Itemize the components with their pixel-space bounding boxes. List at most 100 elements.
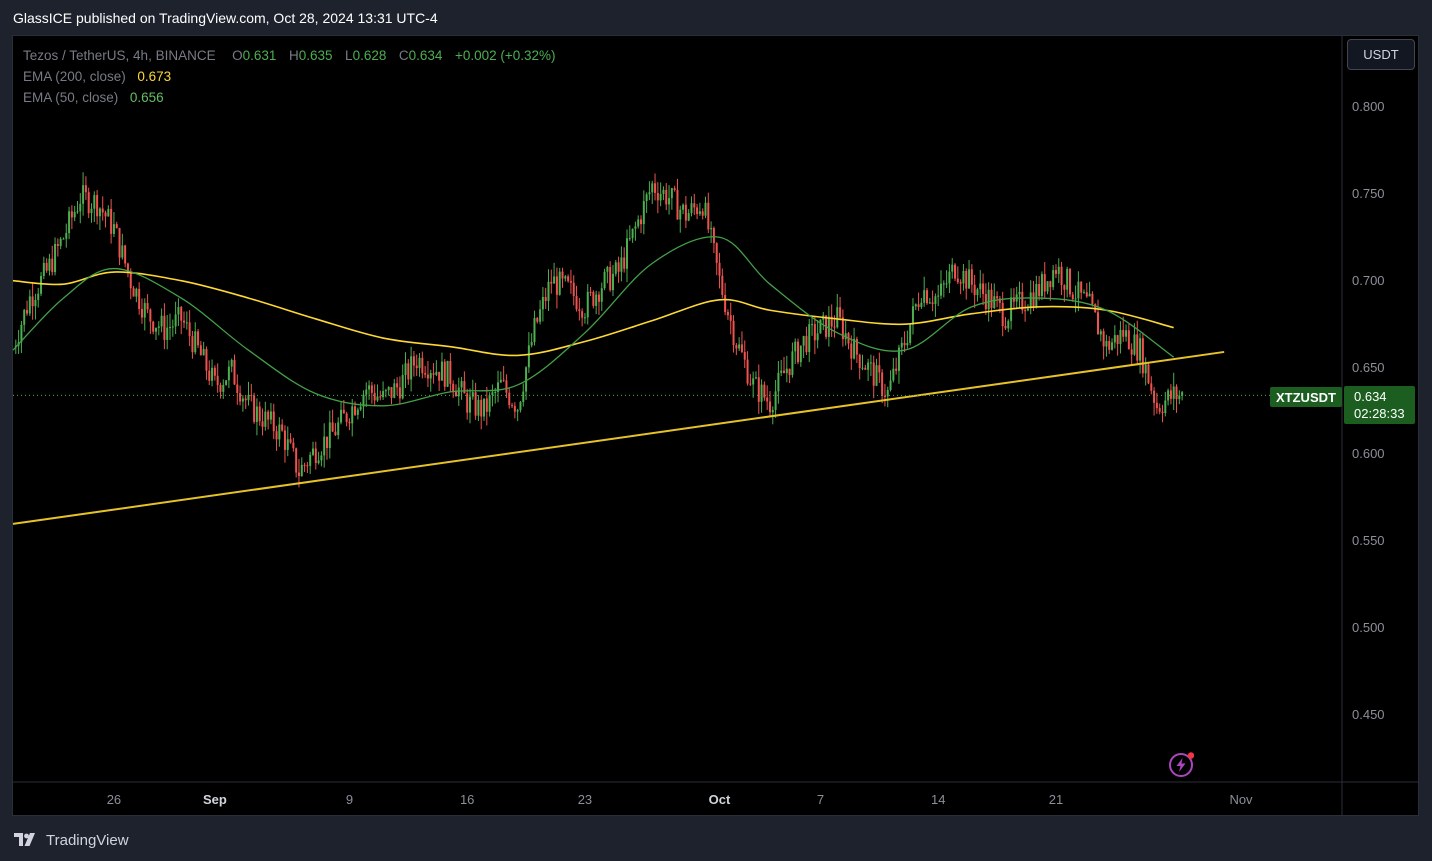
candle-body <box>850 343 853 359</box>
candle-body <box>454 391 457 397</box>
candle-body <box>738 344 741 349</box>
candle-body <box>107 208 110 217</box>
candle-body <box>250 395 253 397</box>
candle-body <box>1158 408 1161 412</box>
candle-body <box>1038 283 1041 297</box>
candle-body <box>463 381 466 394</box>
candle-body <box>886 390 889 397</box>
candle-body <box>474 392 477 416</box>
legend-ema200-row[interactable]: EMA (200, close) 0.673 <box>23 66 556 87</box>
candle-body <box>311 448 314 455</box>
candle-body <box>65 233 68 239</box>
candle-body <box>931 302 934 304</box>
candle-body <box>569 281 572 283</box>
lightning-icon[interactable] <box>1168 752 1194 778</box>
candle-body <box>169 327 172 329</box>
candle-body <box>508 392 511 406</box>
candle-body <box>948 271 951 284</box>
candle-body <box>393 383 396 398</box>
price-tick-label: 0.800 <box>1352 99 1385 114</box>
candle-body <box>945 283 948 285</box>
candle-body <box>1012 297 1015 302</box>
candle-body <box>892 368 895 381</box>
candle-body <box>502 379 505 381</box>
candle-body <box>1167 390 1170 401</box>
candle-body <box>855 338 858 355</box>
candle-body <box>297 472 300 477</box>
currency-button[interactable]: USDT <box>1347 39 1415 70</box>
candle-body <box>129 272 132 289</box>
candle-body <box>1099 331 1102 335</box>
candle-body <box>575 295 578 310</box>
price-tick-label: 0.700 <box>1352 272 1385 288</box>
candle-body <box>895 368 898 371</box>
candle-body <box>1150 383 1153 391</box>
candle-body <box>648 192 651 195</box>
candle-body <box>541 297 544 310</box>
time-tick-label: 9 <box>345 792 354 807</box>
candle-body <box>1043 274 1046 292</box>
candle-body <box>112 224 115 234</box>
candle-body <box>780 370 783 373</box>
candle-body <box>354 406 357 415</box>
candle-body <box>1004 326 1007 329</box>
candle-body <box>715 243 718 263</box>
candle-body <box>1082 292 1085 294</box>
candle-body <box>595 294 598 306</box>
candle-body <box>906 343 909 346</box>
candle-body <box>1026 308 1029 311</box>
candle-body <box>471 392 474 397</box>
candle-body <box>48 258 51 271</box>
candle-body <box>724 295 727 313</box>
candle-body <box>56 243 59 247</box>
candle-body <box>962 270 965 284</box>
footer-brand[interactable]: TradingView <box>14 829 129 851</box>
candle-body <box>452 383 455 392</box>
candle-body <box>631 228 634 239</box>
candle-body <box>1057 266 1060 274</box>
candle-body <box>468 396 471 413</box>
candle-body <box>115 224 118 229</box>
candle-body <box>1049 281 1052 288</box>
legend-symbol[interactable]: Tezos / TetherUS, 4h, BINANCE <box>23 48 216 63</box>
candle-body <box>1035 283 1038 307</box>
candle-body <box>449 360 452 384</box>
candle-body <box>1021 291 1024 311</box>
candle-body <box>583 317 586 319</box>
candle-body <box>76 211 79 213</box>
candle-body <box>1063 285 1066 290</box>
candle-body <box>749 383 752 385</box>
candle-body <box>721 275 724 296</box>
candle-body <box>968 269 971 289</box>
candle-body <box>1001 302 1004 327</box>
chart-frame[interactable] <box>12 35 1419 816</box>
legend-high-label: H <box>288 48 299 63</box>
candle-body <box>432 373 435 375</box>
legend-ema50-row[interactable]: EMA (50, close) 0.656 <box>23 87 556 108</box>
candle-body <box>1133 334 1136 355</box>
time-tick-label: Sep <box>202 792 227 807</box>
price-tick-label: 0.450 <box>1352 707 1385 722</box>
candle-body <box>255 406 258 422</box>
candle-body <box>606 267 609 272</box>
candle-body <box>533 317 536 343</box>
price-tick-label: 0.750 <box>1352 185 1385 201</box>
legend-low-label: L <box>345 48 353 63</box>
candle-body <box>505 380 508 393</box>
bar-countdown: 02:28:33 <box>1354 406 1405 421</box>
candle-body <box>696 207 699 214</box>
candle-body <box>651 183 654 193</box>
candle-body <box>1052 270 1055 288</box>
candle-body <box>839 307 842 318</box>
candle-body <box>682 204 685 210</box>
candle-body <box>1040 274 1043 297</box>
candle-body <box>586 291 589 318</box>
legend-high-value: 0.635 <box>298 48 333 63</box>
candle-body <box>84 185 87 193</box>
candle-body <box>805 336 808 353</box>
trendline <box>12 350 1225 525</box>
candle-body <box>623 257 626 269</box>
candle-body <box>808 324 811 353</box>
candle-body <box>171 326 174 328</box>
